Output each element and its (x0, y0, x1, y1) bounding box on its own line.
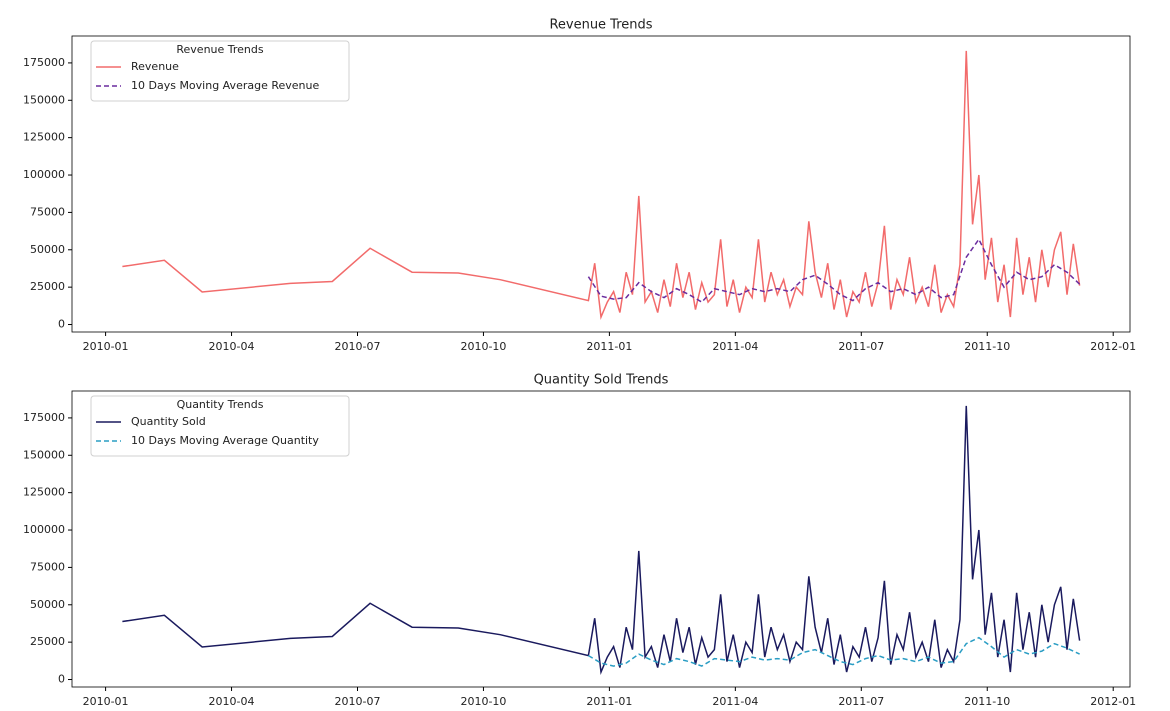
y-tick-label: 125000 (23, 486, 65, 499)
legend-label: 10 Days Moving Average Quantity (131, 434, 319, 447)
x-tick-label: 2010-07 (335, 695, 381, 708)
chart-title: Quantity Sold Trends (534, 373, 669, 388)
x-tick-label: 2011-04 (712, 695, 758, 708)
x-tick-label: 2010-04 (209, 340, 255, 353)
x-tick-label: 2010-01 (83, 340, 129, 353)
x-tick-label: 2012-01 (1090, 695, 1136, 708)
plot-lines (122, 405, 1081, 675)
x-tick-label: 2010-04 (209, 695, 255, 708)
legend-box (90, 40, 350, 102)
x-tick-label: 2010-10 (460, 695, 506, 708)
x-tick-label: 2011-01 (586, 340, 632, 353)
y-tick-label: 175000 (23, 56, 65, 69)
y-tick-label: 50000 (30, 243, 65, 256)
y-tick-label: 75000 (30, 560, 65, 573)
y-tick-label: 150000 (23, 93, 65, 106)
y-tick-label: 25000 (30, 635, 65, 648)
series-line (587, 237, 1081, 304)
y-tick-label: 0 (58, 318, 65, 331)
x-tick-label: 2010-10 (460, 340, 506, 353)
y-tick-label: 25000 (30, 280, 65, 293)
chart-title: Revenue Trends (549, 18, 652, 33)
legend-label: Quantity Sold (131, 415, 206, 428)
legend-label: 10 Days Moving Average Revenue (131, 79, 319, 92)
x-tick-label: 2010-01 (83, 695, 129, 708)
y-tick-label: 150000 (23, 448, 65, 461)
x-tick-label: 2011-04 (712, 340, 758, 353)
x-tick-label: 2011-07 (838, 695, 884, 708)
series-line (588, 636, 1080, 667)
y-tick-label: 175000 (23, 411, 65, 424)
y-tick-label: 100000 (23, 523, 65, 536)
x-tick-label: 2011-10 (964, 695, 1010, 708)
x-tick-label: 2010-07 (335, 340, 381, 353)
x-tick-label: 2011-01 (586, 695, 632, 708)
y-tick-label: 0 (58, 673, 65, 686)
x-tick-label: 2011-10 (964, 340, 1010, 353)
y-tick-label: 50000 (30, 598, 65, 611)
legend-label: Revenue (131, 60, 179, 73)
y-tick-label: 75000 (30, 205, 65, 218)
legend-title: Revenue Trends (176, 43, 264, 56)
x-tick-label: 2012-01 (1090, 340, 1136, 353)
x-tick-label: 2011-07 (838, 340, 884, 353)
legend-title: Quantity Trends (177, 398, 264, 411)
plot-lines (122, 50, 1081, 320)
y-tick-label: 125000 (23, 131, 65, 144)
legend-box (90, 395, 350, 457)
y-tick-label: 100000 (23, 168, 65, 181)
series-line (122, 405, 1081, 675)
